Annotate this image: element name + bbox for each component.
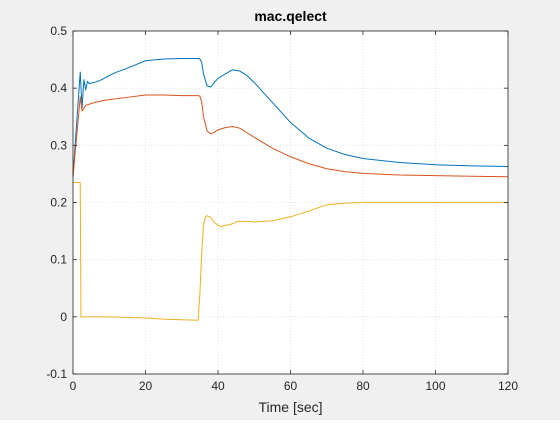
x-tick-label: 0 (70, 379, 77, 393)
x-tick-label: 20 (139, 379, 153, 393)
chart-title: mac.qelect (254, 8, 327, 24)
x-tick-label: 60 (284, 379, 298, 393)
axis-ticks: 0 20 40 60 80 100 120-0.100.10.20.30.40.5 (46, 24, 518, 393)
y-tick-label: 0.4 (50, 81, 67, 95)
x-tick-label: 100 (425, 379, 445, 393)
x-axis-label: Time [sec] (258, 399, 322, 415)
y-tick-label: -0.1 (46, 367, 67, 381)
series-line-2 (72, 94, 509, 178)
x-tick-label: 120 (498, 379, 518, 393)
series-line-3 (73, 181, 508, 321)
x-tick-label: 80 (356, 379, 370, 393)
y-tick-label: 0 (60, 310, 67, 324)
y-tick-label: 0.2 (50, 196, 67, 210)
x-tick-label: 40 (211, 379, 225, 393)
series-line-1 (72, 57, 509, 177)
y-tick-label: 0.3 (50, 138, 67, 152)
series-lines (72, 57, 509, 321)
y-tick-label: 0.5 (50, 24, 67, 38)
y-tick-label: 0.1 (50, 253, 67, 267)
